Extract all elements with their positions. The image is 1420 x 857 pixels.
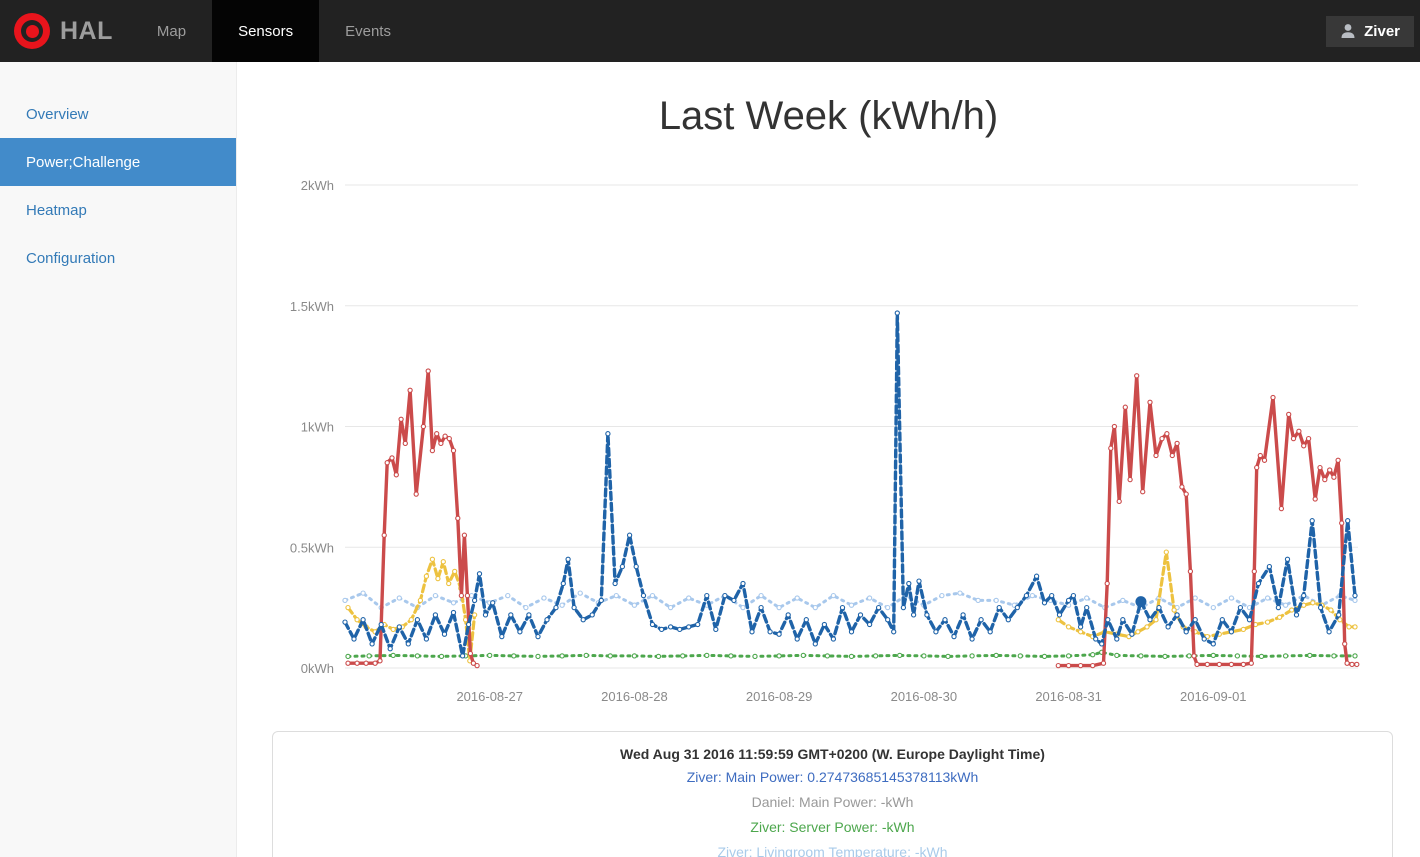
- page-title: Last Week (kWh/h): [658, 94, 999, 138]
- sidebar-item-overview[interactable]: Overview: [26, 105, 89, 123]
- tooltip-panel: Wed Aug 31 2016 11:59:59 GMT+0200 (W. Eu…: [272, 731, 1393, 857]
- sidebar-item-configuration[interactable]: Configuration: [26, 249, 116, 267]
- sidebar: Overview Power;Challenge Heatmap Configurat…: [0, 62, 237, 857]
- nav-item-events[interactable]: Events: [345, 22, 391, 40]
- x-axis-tick-label: 2016-08-30: [891, 689, 958, 704]
- y-axis-tick-label: 0kWh: [301, 661, 334, 676]
- sidebar-item-power-challenge[interactable]: Power;Challenge: [0, 138, 236, 186]
- tooltip-series-entry: Daniel: Main Power: -kWh: [751, 794, 914, 810]
- y-axis-tick-label: 1.5kWh: [290, 299, 334, 314]
- y-axis-tick-label: 0.5kWh: [290, 540, 334, 555]
- user-icon: [1341, 24, 1355, 38]
- brand-label: HAL: [60, 16, 113, 45]
- x-axis-tick-label: 2016-08-27: [456, 689, 522, 704]
- navbar-menu: Map Sensors Events: [131, 0, 417, 62]
- series-ziver-main-power: [342, 310, 1358, 659]
- tooltip-series-entry: Ziver: Livingroom Temperature: -kWh: [717, 844, 948, 857]
- chart-grid: 0kWh 0.5kWh 1kWh 1.5kWh 2kWh 2016-08-27 2016-0…: [290, 178, 1358, 704]
- navbar-right: Ziver: [1326, 0, 1420, 62]
- line-chart[interactable]: 0kWh 0.5kWh 1kWh 1.5kWh 2kWh 2016-08-27 2016-0…: [237, 168, 1420, 730]
- tooltip-series-entry: Ziver: Server Power: -kWh: [750, 819, 915, 835]
- highlighted-data-point[interactable]: [1135, 596, 1147, 608]
- x-axis-tick-label: 2016-09-01: [1180, 689, 1247, 704]
- y-axis-tick-label: 2kWh: [301, 178, 334, 193]
- nav-item-map[interactable]: Map: [156, 22, 187, 40]
- x-axis-tick-label: 2016-08-28: [601, 689, 668, 704]
- sidebar-menu: Overview Power;Challenge Heatmap Configurat…: [0, 90, 236, 282]
- user-name: Ziver: [1364, 22, 1400, 40]
- brand[interactable]: HAL: [0, 0, 131, 62]
- series-series-red: [345, 368, 1360, 669]
- nav-item-sensors[interactable]: Sensors: [212, 0, 320, 62]
- y-axis-tick-label: 1kWh: [301, 420, 334, 435]
- main-content: Last Week (kWh/h) 0kWh 0.5kWh 1kWh 1.5kWh 2k…: [237, 62, 1420, 857]
- tooltip-entries: Ziver: Main Power: 0.27473685145378113kW…: [273, 769, 1392, 857]
- tooltip-timestamp: Wed Aug 31 2016 11:59:59 GMT+0200 (W. Eu…: [620, 746, 1045, 762]
- x-axis-tick-label: 2016-08-31: [1035, 689, 1102, 704]
- x-axis-tick-label: 2016-08-29: [746, 689, 813, 704]
- series-ziver-server-power: [345, 649, 1358, 660]
- bullseye-logo-icon: [14, 13, 50, 49]
- tooltip-series-entry: Ziver: Main Power: 0.27473685145378113kW…: [686, 769, 979, 785]
- top-navbar: HAL Map Sensors Events Ziver: [0, 0, 1420, 62]
- sidebar-item-heatmap[interactable]: Heatmap: [26, 201, 87, 219]
- user-menu-button[interactable]: Ziver: [1326, 15, 1414, 47]
